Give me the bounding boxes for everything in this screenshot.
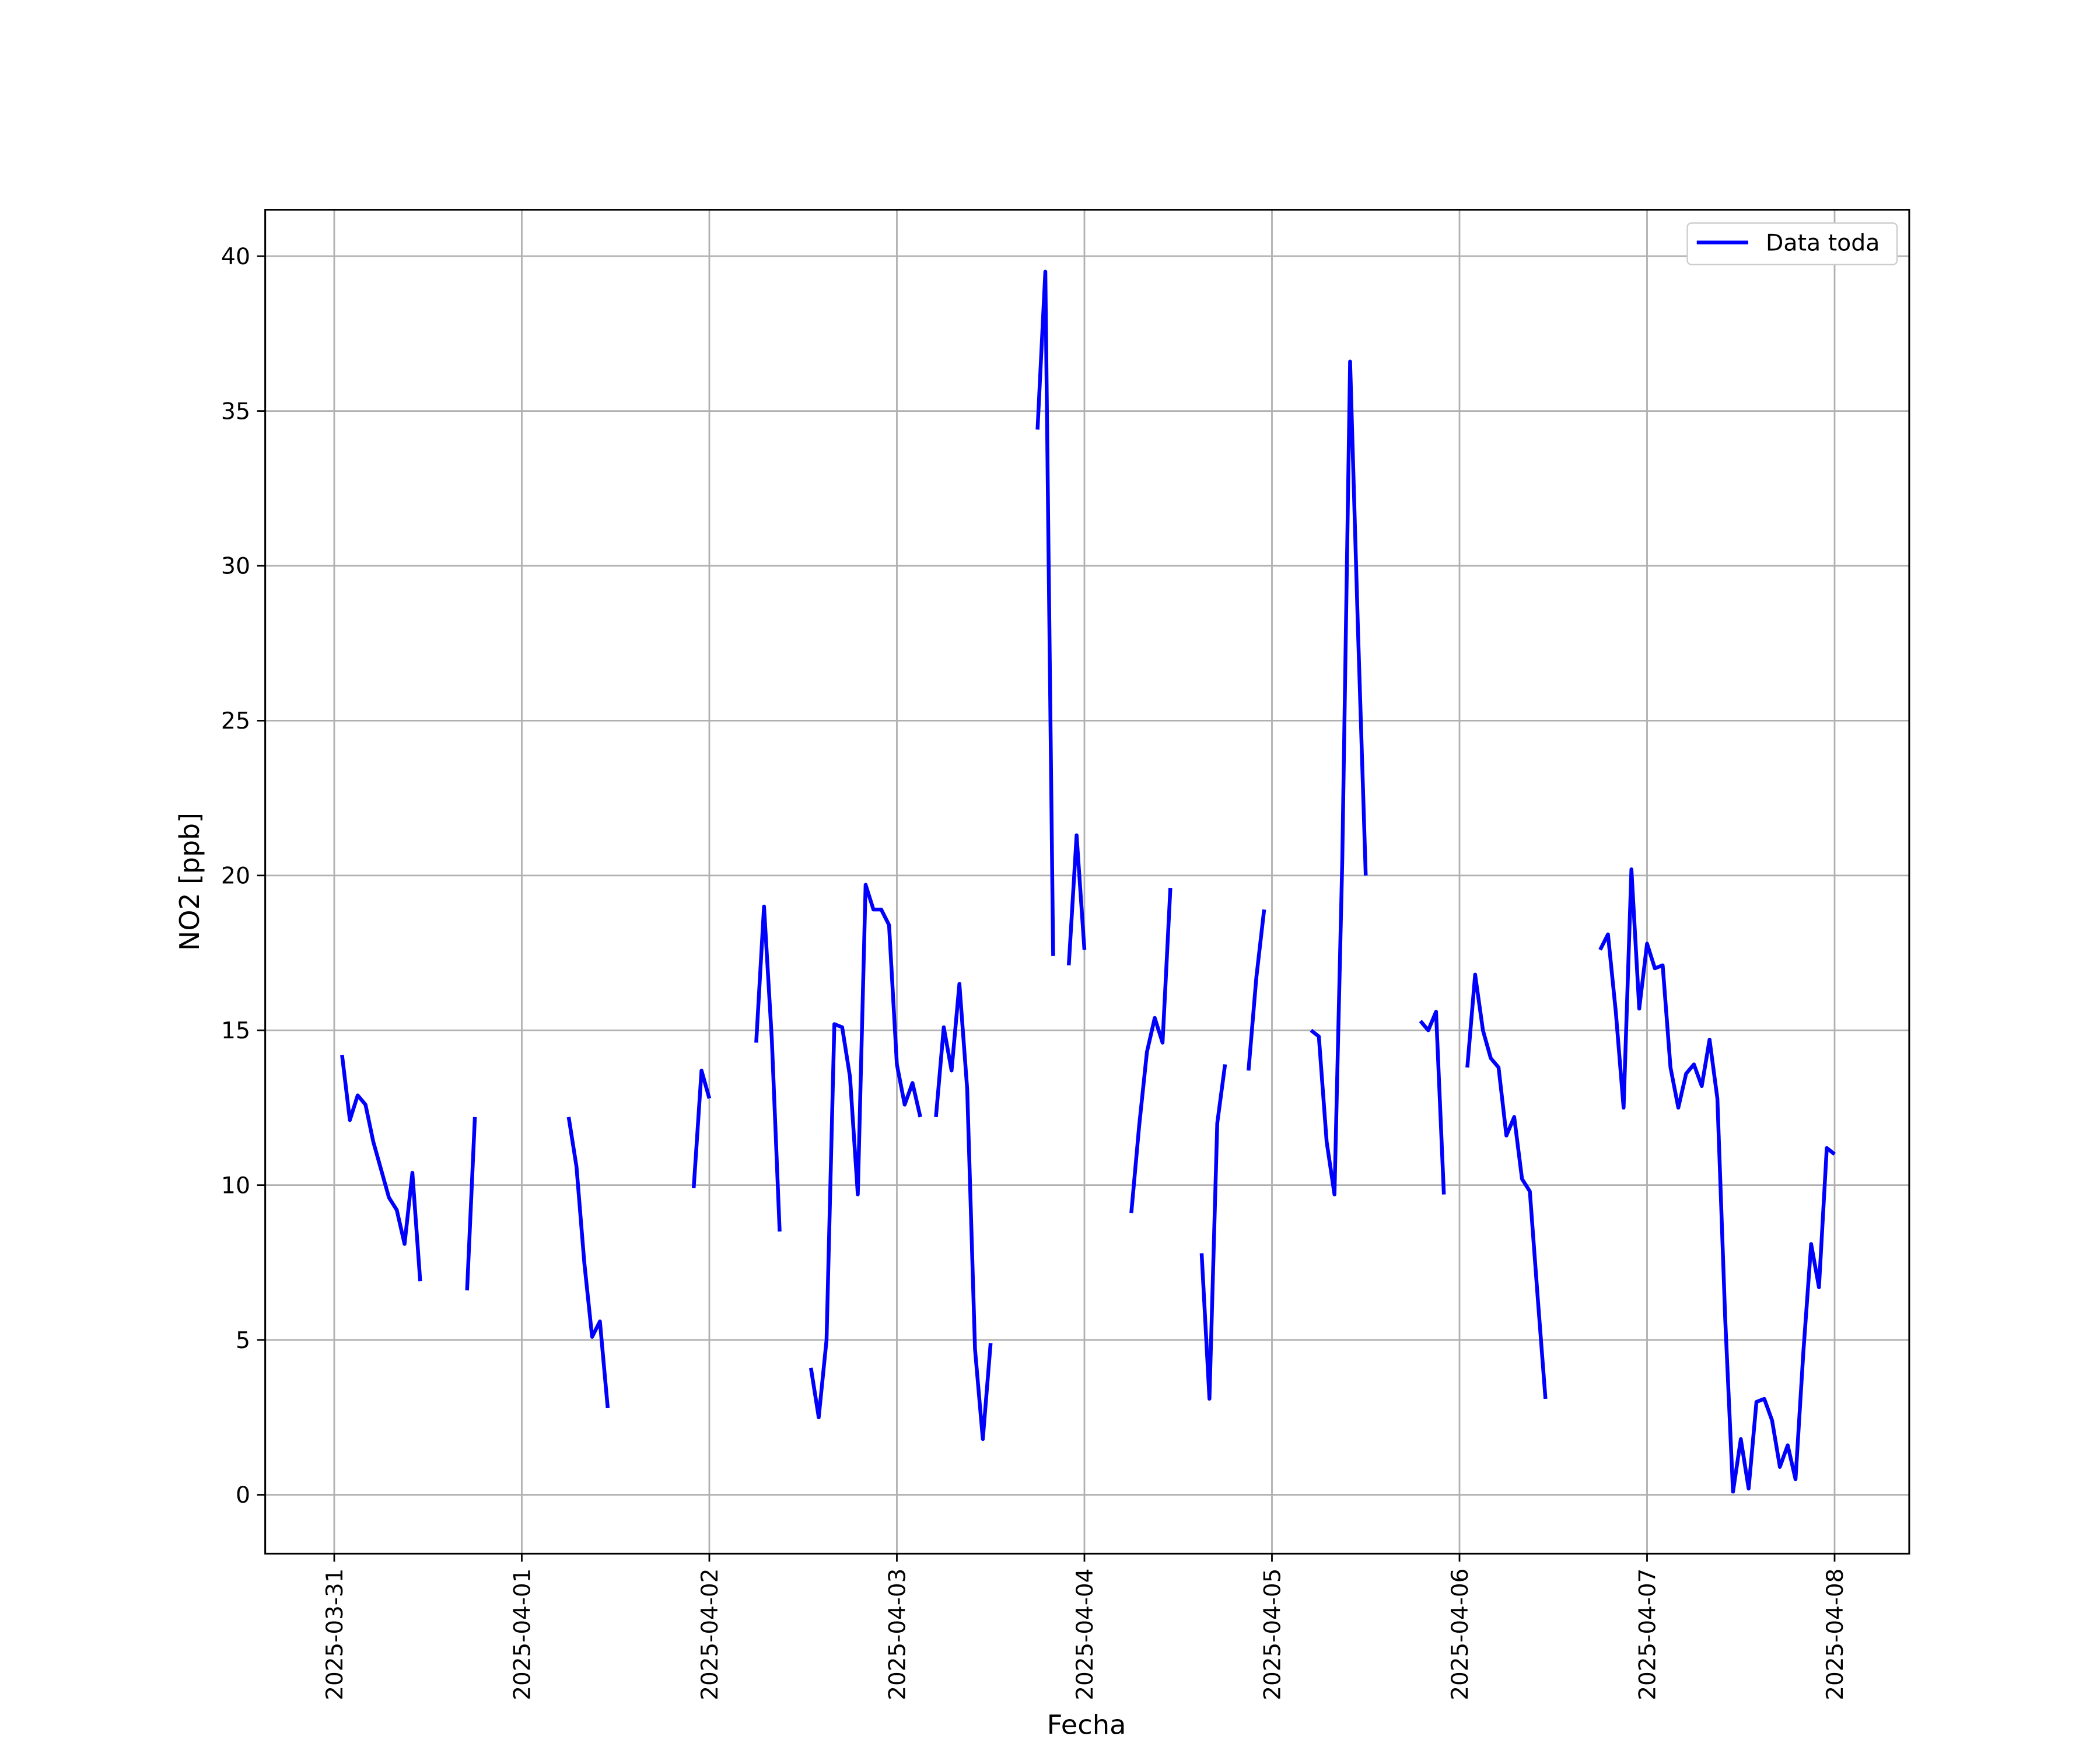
grid (265, 209, 1909, 1554)
y-tick-label: 20 (221, 863, 250, 890)
y-tick-label: 35 (221, 399, 250, 425)
x-tick-label: 2025-04-07 (1634, 1569, 1661, 1700)
y-tick-label: 15 (221, 1018, 250, 1044)
legend-label: Data toda (1766, 230, 1880, 257)
x-axis-label: Fecha (1047, 1709, 1126, 1741)
x-tick-label: 2025-04-03 (884, 1569, 911, 1700)
x-tick-label: 2025-04-05 (1259, 1569, 1286, 1700)
plot (340, 270, 1836, 1494)
x-tick-label: 2025-04-08 (1822, 1569, 1849, 1700)
x-tick-label: 2025-04-02 (697, 1569, 723, 1700)
y-tick-label: 10 (221, 1173, 250, 1199)
legend-box (1686, 222, 1898, 265)
y-tick-label: 25 (221, 708, 250, 734)
x-tick-label: 2025-04-04 (1072, 1569, 1098, 1700)
y-axis-label: NO2 [ppb] (174, 813, 205, 951)
x-tick-label: 2025-03-31 (322, 1569, 348, 1700)
axes-frame (264, 209, 1910, 1555)
y-tick-label: 30 (221, 554, 250, 580)
data-line (340, 270, 1836, 1494)
x-tick-label: 2025-04-01 (509, 1569, 536, 1700)
legend: Data toda (1686, 222, 1898, 265)
y-tick-label: 5 (236, 1328, 250, 1354)
y-tick-label: 0 (236, 1482, 250, 1508)
x-tick-label: 2025-04-06 (1447, 1569, 1474, 1700)
y-tick-label: 40 (221, 244, 250, 270)
